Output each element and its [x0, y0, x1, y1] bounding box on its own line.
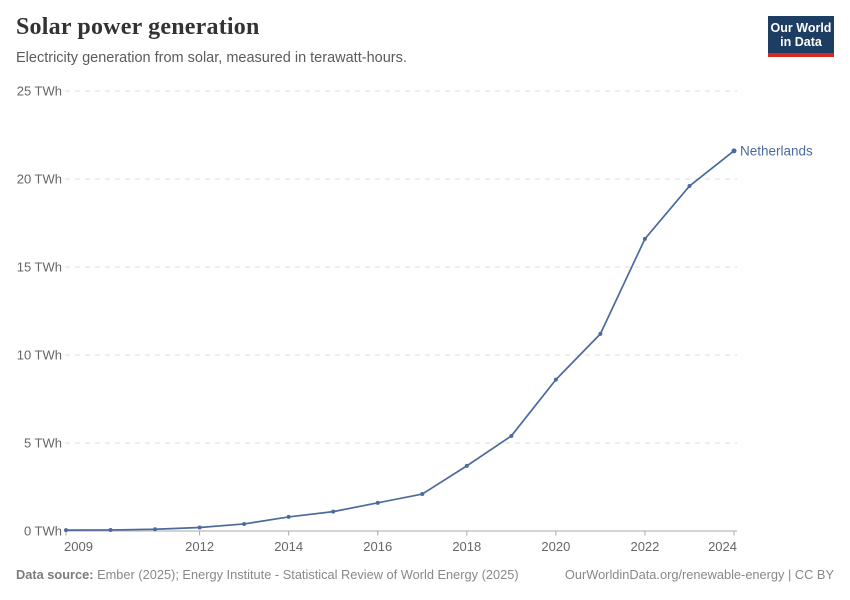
x-tick-label: 2016 [363, 539, 392, 554]
x-tick-label: 2014 [274, 539, 303, 554]
data-point[interactable] [687, 184, 692, 189]
data-point[interactable] [731, 148, 737, 154]
data-source-note: Data source: Ember (2025); Energy Instit… [16, 567, 519, 582]
data-point[interactable] [64, 528, 68, 533]
data-point[interactable] [331, 509, 336, 514]
owid-logo-text-line1: Our World [770, 20, 832, 35]
owid-logo-text-line2: in Data [780, 34, 822, 49]
data-point[interactable] [642, 236, 647, 241]
data-point[interactable] [197, 525, 202, 530]
line-chart[interactable]: 0 TWh 5 TWh 10 TWh 15 TWh 20 TWh 25 TWh 2009 20… [0, 0, 850, 560]
chart-header: Solar power generation Electricity gener… [16, 14, 740, 66]
chart-subtitle: Electricity generation from solar, measu… [16, 50, 407, 66]
data-point[interactable] [464, 463, 469, 468]
data-source-label: Data source: [16, 567, 94, 582]
data-point[interactable] [598, 331, 603, 336]
data-point[interactable] [108, 527, 113, 532]
data-line[interactable] [65, 150, 735, 531]
data-point[interactable] [509, 433, 514, 438]
data-point[interactable] [153, 527, 158, 532]
y-tick-label: 20 TWh [17, 172, 62, 187]
chart-footer: Data source: Ember (2025); Energy Instit… [16, 567, 834, 582]
data-point[interactable] [242, 521, 247, 526]
x-tick-label: 2022 [630, 539, 659, 554]
y-tick-label: 10 TWh [17, 348, 62, 363]
chart-title: Solar power generation [16, 14, 260, 40]
owid-logo: Our World in Data [768, 16, 834, 57]
y-tick-label: 0 TWh [24, 524, 62, 539]
x-tick-label: 2009 [64, 539, 93, 554]
credit-link[interactable]: OurWorldinData.org/renewable-energy | CC… [564, 567, 834, 582]
data-point[interactable] [420, 492, 425, 497]
data-point[interactable] [375, 500, 380, 505]
series-end-label[interactable]: Netherlands [740, 143, 813, 158]
data-source-text: Ember (2025); Energy Institute - Statist… [93, 567, 519, 582]
y-tick-label: 5 TWh [24, 436, 62, 451]
data-point[interactable] [553, 377, 558, 382]
data-point[interactable] [286, 514, 291, 519]
y-tick-label: 25 TWh [17, 84, 62, 99]
x-tick-label: 2012 [185, 539, 214, 554]
x-tick-label: 2024 [708, 539, 737, 554]
x-tick-label: 2020 [541, 539, 570, 554]
x-tick-label: 2018 [452, 539, 481, 554]
y-tick-label: 15 TWh [17, 260, 62, 275]
